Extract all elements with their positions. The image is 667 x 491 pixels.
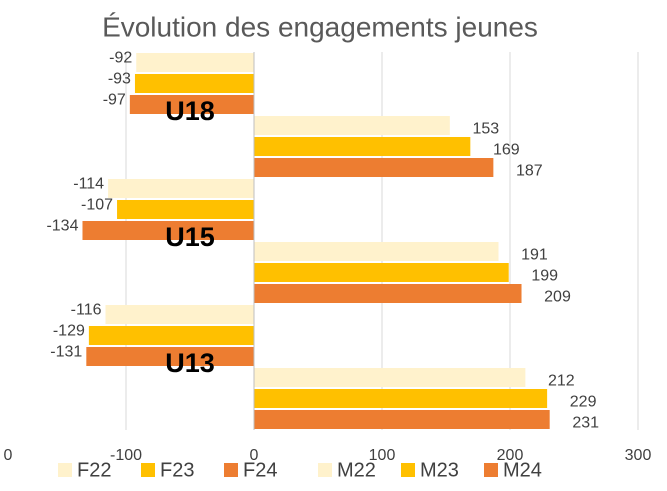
category-label: U13 (165, 348, 215, 378)
legend-swatch (484, 463, 498, 477)
bar (82, 221, 254, 240)
legend-label: F24 (243, 459, 277, 481)
bar (254, 410, 550, 429)
data-label: -114 (73, 176, 104, 193)
category-label: U15 (165, 222, 215, 252)
legend-label: M24 (503, 459, 542, 481)
bar (254, 263, 509, 282)
legend-swatch (224, 463, 238, 477)
x-tick-label: 200 (497, 447, 524, 464)
bar (108, 179, 254, 198)
data-label: 169 (493, 142, 520, 159)
data-label: -93 (108, 71, 131, 88)
chart-title: Évolution des engagements jeunes (102, 11, 538, 42)
x-tick-label: 0 (4, 447, 13, 464)
bar (86, 347, 254, 366)
data-label: 191 (521, 247, 548, 264)
legend-label: F23 (160, 459, 194, 481)
category-label: U18 (165, 96, 215, 126)
bar (105, 305, 255, 324)
legend-label: M22 (337, 459, 376, 481)
data-label: 199 (531, 268, 558, 285)
bar (254, 284, 522, 303)
bar (254, 158, 494, 177)
bar (254, 368, 526, 387)
x-tick-label: 100 (369, 447, 396, 464)
legend-label: M23 (420, 459, 459, 481)
data-label: 231 (572, 415, 599, 432)
x-tick-label: 0 (250, 447, 259, 464)
bar (117, 200, 254, 219)
data-label: 187 (516, 163, 543, 180)
bar (254, 116, 450, 135)
data-label: -107 (81, 197, 113, 214)
bar (129, 95, 254, 114)
bar (254, 389, 548, 408)
data-label: -92 (109, 50, 132, 67)
data-label: -97 (103, 92, 126, 109)
data-label: 209 (544, 289, 571, 306)
data-label: -116 (71, 302, 102, 319)
bar (88, 326, 254, 345)
legend-swatch (401, 463, 415, 477)
bar (254, 137, 471, 156)
data-label: 229 (570, 394, 597, 411)
legend-swatch (58, 463, 72, 477)
legend-label: F22 (77, 459, 111, 481)
bar (254, 242, 499, 261)
data-label: -134 (46, 218, 78, 235)
x-tick-label: 300 (625, 447, 652, 464)
legend-swatch (141, 463, 155, 477)
x-tick-label: -100 (110, 447, 142, 464)
legend-swatch (318, 463, 332, 477)
data-label: -131 (50, 344, 82, 361)
bar (134, 74, 254, 93)
data-label: 212 (548, 373, 575, 390)
data-label: -129 (53, 323, 85, 340)
data-label: 153 (472, 121, 499, 138)
bar (136, 53, 254, 72)
